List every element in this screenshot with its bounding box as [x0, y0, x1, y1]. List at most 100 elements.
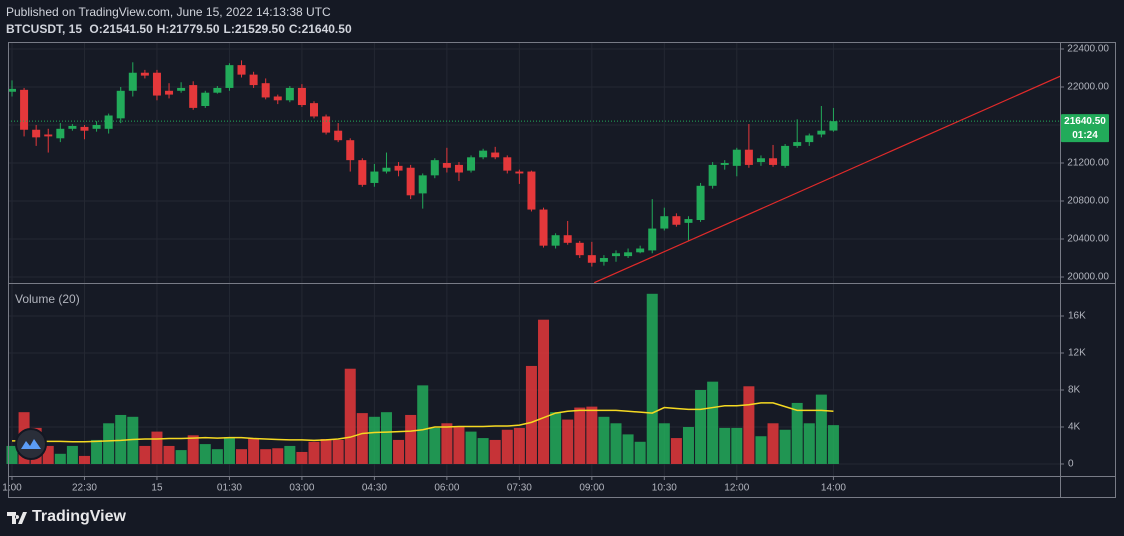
candle-body	[479, 150, 488, 158]
candle-body	[563, 235, 572, 243]
brand-logo	[7, 512, 27, 524]
y-tick-label: 22400.00	[1067, 44, 1109, 55]
volume-bar	[598, 416, 610, 464]
volume-bar	[199, 444, 211, 464]
volume-bar	[393, 439, 405, 464]
volume-bar	[187, 435, 199, 464]
volume-bar	[405, 414, 417, 464]
x-tick-label: 03:00	[289, 483, 314, 494]
candle-body	[346, 140, 355, 161]
x-tick-label: 01:30	[217, 483, 242, 494]
volume-bar	[151, 431, 163, 464]
volume-bar	[308, 441, 320, 464]
last-price-label: 21640.50	[1064, 116, 1106, 127]
x-tick-label: 09:00	[579, 483, 604, 494]
candle-body	[128, 72, 137, 91]
candle-body	[467, 157, 476, 171]
candle-body	[358, 160, 367, 185]
candle-body	[418, 175, 427, 194]
candle-body	[177, 87, 186, 91]
volume-bar	[223, 437, 235, 464]
countdown-label: 01:24	[1072, 130, 1098, 141]
candle-body	[310, 103, 318, 117]
ohlc-value: 21541.50	[102, 22, 153, 36]
volume-bar	[103, 423, 115, 464]
volume-bar	[477, 438, 489, 464]
candle-body	[104, 115, 113, 129]
candle-body	[527, 171, 536, 210]
volume-bar	[513, 427, 525, 464]
candle-body	[430, 160, 439, 176]
volume-bar	[115, 414, 127, 464]
volume-bar	[622, 434, 634, 464]
candle-body	[56, 128, 65, 139]
avatar	[15, 428, 47, 460]
candle-body	[491, 152, 500, 158]
x-tick-label: 10:30	[652, 483, 677, 494]
candle-body	[249, 74, 258, 86]
candle-body	[406, 167, 415, 196]
candle-body	[140, 72, 149, 76]
volume-bar	[610, 423, 622, 464]
volume-bar	[501, 429, 513, 464]
volume-bar	[586, 406, 598, 464]
volume-bar	[731, 427, 743, 464]
candle-body	[370, 171, 379, 183]
candle-body	[44, 134, 53, 137]
volume-bar	[417, 385, 429, 464]
candle-body	[189, 85, 198, 108]
ohlc-label: H:	[156, 22, 170, 36]
last-price-box	[1061, 114, 1109, 143]
ohlc-value: 21529.50	[234, 22, 285, 36]
volume-bar	[356, 413, 368, 464]
y-tick-label: 20800.00	[1067, 196, 1109, 207]
candle-body	[636, 248, 645, 253]
volume-bar	[815, 394, 827, 464]
candle-body	[20, 89, 29, 130]
candle-body	[322, 116, 331, 133]
candle-body	[285, 87, 294, 101]
x-tick-label: 1:00	[2, 483, 22, 494]
volume-bar	[163, 445, 175, 464]
volume-bar	[66, 445, 78, 464]
candle-body	[769, 158, 778, 165]
chart-frame	[8, 42, 1116, 498]
volume-bar	[175, 450, 187, 464]
candle-body	[442, 163, 451, 168]
x-tick-label: 22:30	[72, 483, 97, 494]
candle-body	[829, 121, 838, 131]
x-tick-label: 15	[151, 483, 163, 494]
volume-bar	[453, 426, 465, 464]
candle-body	[152, 72, 161, 96]
volume-bar	[296, 451, 308, 464]
ohlc-value: 21640.50	[301, 22, 352, 36]
candle-body	[201, 92, 210, 106]
avatar-circle	[15, 428, 47, 460]
y-tick-label: 16K	[1068, 311, 1086, 322]
volume-bar	[91, 439, 103, 464]
volume-bar	[78, 455, 90, 464]
candle-body	[708, 164, 717, 186]
volume-bar	[211, 449, 223, 464]
candle-body	[92, 124, 101, 129]
candle-body	[672, 216, 681, 225]
x-tick-label: 12:00	[724, 483, 749, 494]
candle-body	[261, 83, 270, 98]
candle-body	[394, 165, 403, 171]
candle-body	[599, 258, 608, 262]
volume-bar	[538, 319, 550, 464]
volume-bar	[332, 439, 344, 464]
candle-body	[237, 65, 246, 75]
volume-bar	[646, 293, 658, 464]
x-tick-label: 04:30	[362, 483, 387, 494]
volume-bar	[791, 402, 803, 464]
candle-body	[454, 164, 463, 173]
volume-bar	[827, 425, 839, 464]
volume-bar	[54, 453, 66, 464]
candle-body	[273, 96, 282, 101]
volume-bar	[248, 438, 260, 464]
ohlc-legend: O:21541.50 H:21779.50 L:21529.50 C:21640.50	[85, 22, 351, 36]
volume-bar	[127, 416, 139, 464]
